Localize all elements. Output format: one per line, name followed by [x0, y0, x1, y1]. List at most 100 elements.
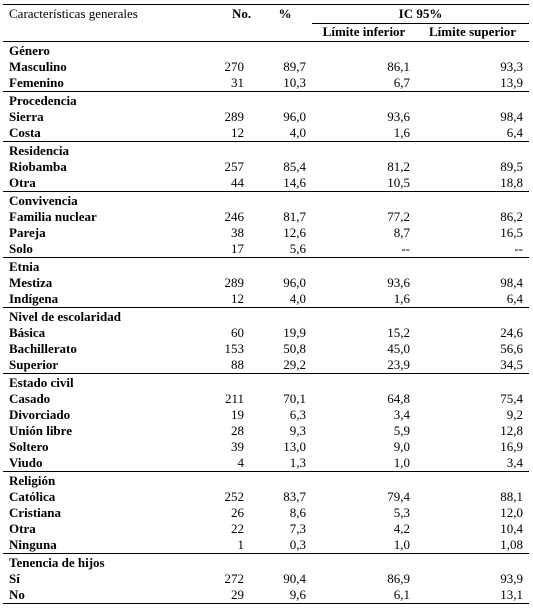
group-label: Etnia: [3, 257, 530, 275]
header-pct: %: [250, 4, 312, 42]
cell-upper: 6,4: [506, 291, 524, 306]
cell-no: 257: [224, 159, 245, 174]
row-label: Divorciado: [9, 407, 71, 422]
group-row: Tenencia de hijos: [3, 553, 530, 571]
cell-upper: 56,6: [500, 341, 524, 356]
cell-pct: 96,0: [283, 275, 306, 290]
cell-upper: 9,2: [506, 407, 524, 422]
cell-pct: 83,7: [283, 489, 306, 504]
cell-lower: 5,9: [393, 423, 410, 438]
cell-lower: 1,6: [393, 291, 410, 306]
cell-pct: 90,4: [283, 571, 306, 586]
table-row: Sí 272 90,4 86,9 93,9: [3, 571, 529, 587]
cell-no: 38: [231, 225, 244, 240]
table-row: Femenino 31 10,3 6,7 13,9: [3, 75, 529, 92]
group-label: Género: [3, 41, 530, 59]
cell-lower: 1,0: [393, 537, 410, 552]
cell-lower: 45,0: [387, 341, 410, 356]
cell-no: 28: [231, 423, 244, 438]
row-label: Soltero: [9, 439, 49, 454]
cell-upper: 88,1: [500, 489, 524, 504]
group-label: Convivencia: [3, 191, 530, 209]
cell-no: 289: [224, 275, 245, 290]
row-label: Masculino: [9, 59, 67, 74]
row-label: Ninguna: [9, 537, 57, 552]
cell-upper: 12,0: [500, 505, 524, 520]
cell-pct: 10,3: [283, 75, 306, 90]
header-upper: Límite superior: [429, 24, 517, 39]
cell-upper: 16,9: [500, 439, 524, 454]
cell-lower: 86,9: [387, 571, 410, 586]
cell-no: 246: [224, 209, 245, 224]
cell-pct: 12,6: [283, 225, 306, 240]
cell-pct: 4,0: [289, 125, 306, 140]
cell-pct: 13,0: [283, 439, 306, 454]
cell-upper: 98,4: [500, 109, 524, 124]
row-label: Familia nuclear: [9, 209, 97, 224]
cell-upper: 89,5: [500, 159, 524, 174]
table-row: Pareja 38 12,6 8,7 16,5: [3, 225, 529, 241]
cell-no: 60: [231, 325, 244, 340]
cell-upper: 93,9: [500, 571, 524, 586]
cell-lower: 81,2: [387, 159, 410, 174]
table-row: Unión libre 28 9,3 5,9 12,8: [3, 423, 529, 439]
row-label: Riobamba: [9, 159, 67, 174]
row-label: Sierra: [9, 109, 44, 124]
row-label: Católica: [9, 489, 56, 504]
table-row: Solo 17 5,6 -- --: [3, 241, 529, 258]
table-row: Masculino 270 89,7 86,1 93,3: [3, 59, 529, 75]
row-label: Pareja: [9, 225, 46, 240]
table-row: Soltero 39 13,0 9,0 16,9: [3, 439, 529, 455]
cell-pct: 9,6: [250, 587, 312, 604]
row-label: No: [3, 587, 188, 604]
group-label: Procedencia: [3, 91, 530, 109]
row-label: Otra: [9, 521, 36, 536]
cell-pct: 29,2: [283, 357, 306, 372]
cell-no: 272: [224, 571, 245, 586]
cell-lower: 93,6: [387, 275, 410, 290]
cell-no: 44: [231, 175, 244, 190]
group-label: Religión: [3, 471, 530, 489]
cell-lower: 93,6: [387, 109, 410, 124]
cell-upper: 10,4: [500, 521, 524, 536]
cell-pct: 96,0: [283, 109, 306, 124]
table-row: Otra 22 7,3 4,2 10,4: [3, 521, 529, 537]
cell-lower: --: [401, 241, 410, 256]
cell-upper: 6,4: [506, 125, 524, 140]
cell-lower: 10,5: [387, 175, 410, 190]
cell-upper: 1,08: [500, 537, 524, 552]
cell-upper: 98,4: [500, 275, 524, 290]
cell-lower: 9,0: [393, 439, 410, 454]
cell-pct: 0,3: [289, 537, 306, 552]
cell-pct: 4,0: [289, 291, 306, 306]
cell-lower: 4,2: [393, 521, 410, 536]
header-ic: IC 95%: [312, 4, 530, 24]
cell-lower: 6,7: [393, 75, 410, 90]
cell-pct: 8,6: [289, 505, 306, 520]
cell-lower: 15,2: [387, 325, 410, 340]
header-lower: Límite inferior: [322, 24, 406, 39]
cell-pct: 7,3: [289, 521, 306, 536]
cell-upper: --: [514, 241, 524, 256]
group-label: Residencia: [3, 141, 530, 159]
cell-no: 1: [237, 537, 245, 552]
row-label: Femenino: [9, 75, 64, 90]
row-label: Casado: [9, 391, 51, 406]
cell-no: 12: [231, 125, 244, 140]
cell-pct: 9,3: [289, 423, 306, 438]
group-label: Estado civil: [3, 373, 530, 391]
table-row: Básica 60 19,9 15,2 24,6: [3, 325, 529, 341]
row-label: Sí: [9, 571, 20, 586]
group-row: Procedencia: [3, 91, 530, 109]
cell-lower: 64,8: [387, 391, 410, 406]
cell-upper: 75,4: [500, 391, 524, 406]
table-row: Mestiza 289 96,0 93,6 98,4: [3, 275, 529, 291]
cell-no: 211: [224, 391, 244, 406]
header-row: Características generales No. % IC 95%: [3, 4, 530, 42]
table-row: Casado 211 70,1 64,8 75,4: [3, 391, 529, 407]
cell-upper: 34,5: [500, 357, 524, 372]
cell-no: 88: [231, 357, 244, 372]
cell-pct: 6,3: [289, 407, 306, 422]
cell-lower: 79,4: [387, 489, 410, 504]
group-label: Nivel de escolaridad: [3, 307, 530, 325]
